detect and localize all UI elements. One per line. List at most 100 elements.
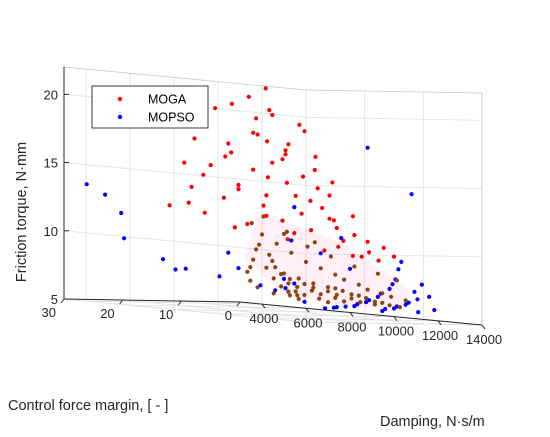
y-tick (177, 300, 182, 306)
data-point-overlap (318, 266, 323, 271)
data-point-mopso (409, 192, 414, 197)
data-point-overlap (389, 294, 394, 299)
data-point-moga (309, 228, 314, 233)
data-point-mopso (419, 282, 424, 287)
data-point-overlap (270, 258, 275, 264)
data-point-overlap (349, 292, 354, 297)
data-point-moga (267, 108, 272, 113)
data-point-moga (330, 180, 335, 185)
data-point-mopso (281, 276, 287, 281)
grid-line (173, 309, 351, 313)
data-point-moga (255, 132, 260, 137)
x-tick (349, 312, 354, 317)
data-point-moga (365, 239, 370, 244)
data-point-mopso (318, 251, 323, 256)
x-axis-label: Damping, N·s/m (380, 414, 485, 430)
data-point-moga (192, 136, 197, 141)
data-point-moga (223, 154, 228, 159)
data-point-moga (293, 193, 298, 198)
data-point-moga (265, 175, 270, 180)
grid-line (305, 185, 483, 189)
data-point-moga (236, 182, 241, 188)
data-point-mopso (160, 257, 166, 262)
data-point-mopso (380, 308, 385, 314)
data-point-overlap (255, 285, 260, 290)
data-point-moga (280, 218, 285, 223)
data-point-moga (284, 180, 289, 185)
data-point-mopso (391, 306, 397, 311)
data-point-moga (270, 160, 275, 165)
data-point-mopso (103, 192, 108, 197)
data-point-moga (391, 254, 397, 259)
data-point-overlap (364, 296, 369, 301)
data-point-mopso (292, 205, 297, 210)
grid-line (122, 299, 365, 324)
data-point-moga (334, 225, 339, 231)
data-point-mopso (403, 302, 408, 307)
points-layer (84, 86, 437, 315)
data-point-overlap (397, 305, 402, 310)
data-point-moga (302, 129, 307, 134)
data-point-overlap (403, 298, 408, 303)
data-point-mopso (331, 305, 336, 310)
x-tick (261, 303, 266, 309)
data-point-overlap (342, 299, 347, 304)
data-point-mopso (236, 266, 241, 271)
data-point-overlap (248, 265, 253, 270)
data-point-overlap (325, 289, 331, 294)
data-point-overlap (293, 289, 298, 294)
data-point-moga (251, 167, 256, 172)
data-point-overlap (309, 288, 314, 293)
data-point-moga (264, 193, 269, 198)
data-point-overlap (358, 300, 363, 305)
data-point-mopso (292, 281, 297, 286)
data-point-mopso (390, 282, 395, 287)
z-tick-label: 5 (51, 292, 58, 307)
grid-line (305, 116, 483, 121)
data-point-overlap (251, 257, 256, 262)
y-tick (236, 301, 241, 307)
x-tick (393, 316, 398, 321)
data-point-mopso (283, 286, 288, 291)
data-point-overlap (254, 247, 259, 252)
data-point-mopso (226, 250, 231, 255)
data-point-mopso (119, 210, 124, 216)
data-point-overlap (342, 277, 347, 282)
grid-line (181, 300, 424, 325)
data-point-moga (322, 248, 327, 253)
data-point-overlap (267, 252, 272, 257)
data-point-overlap (303, 259, 309, 264)
data-point-overlap (394, 278, 399, 283)
data-point-overlap (264, 265, 269, 270)
z-tick-label: 15 (44, 156, 58, 171)
data-point-moga (229, 150, 234, 155)
data-point-overlap (325, 285, 331, 290)
data-point-overlap (312, 240, 317, 245)
data-point-overlap (365, 287, 370, 292)
data-point-mopso (399, 259, 404, 264)
data-point-overlap (372, 302, 377, 307)
data-point-overlap (302, 292, 307, 298)
y-axis-line (63, 298, 241, 303)
data-point-moga (292, 231, 297, 236)
data-point-mopso (122, 236, 127, 241)
x-tick (305, 307, 310, 313)
data-point-overlap (245, 269, 250, 274)
data-point-moga (226, 141, 231, 146)
data-point-overlap (296, 296, 301, 301)
grid-line (217, 313, 395, 318)
z-tick-label: 10 (44, 224, 58, 239)
data-point-overlap (295, 284, 300, 290)
x-tick-label: 6000 (294, 315, 323, 330)
data-point-moga (251, 130, 256, 135)
data-point-moga (285, 237, 290, 242)
data-point-mopso (396, 267, 401, 272)
z-axis-label: Friction torque, N·mm (14, 142, 30, 282)
data-point-moga (297, 122, 302, 127)
data-point-moga (331, 218, 336, 223)
legend-label-mopso: MOPSO (148, 111, 195, 125)
data-point-mopso (183, 266, 188, 271)
data-point-overlap (340, 288, 345, 293)
legend-box (91, 85, 209, 129)
